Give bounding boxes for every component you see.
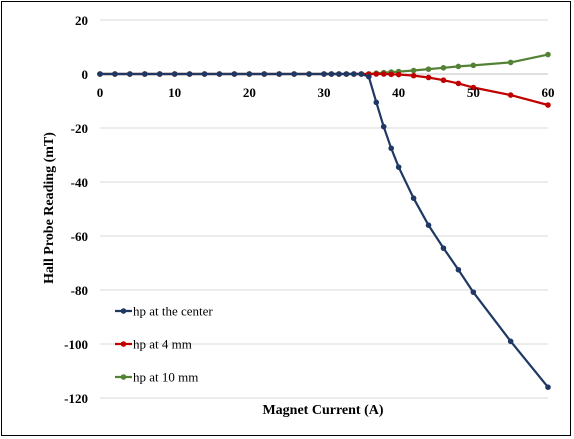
- data-point: [388, 145, 395, 152]
- x-tick-label: 60: [542, 85, 555, 100]
- data-point: [507, 59, 514, 66]
- data-point: [425, 66, 432, 72]
- data-point: [97, 71, 103, 77]
- legend-item: hp at the center: [115, 304, 213, 319]
- data-point: [186, 71, 193, 77]
- data-point: [380, 123, 387, 130]
- y-tick-label: -40: [71, 175, 88, 190]
- data-point: [470, 84, 477, 91]
- data-point: [380, 71, 387, 77]
- data-point: [321, 71, 327, 77]
- data-point: [343, 71, 350, 77]
- x-tick-label: 30: [318, 85, 331, 100]
- data-point: [507, 92, 514, 98]
- data-point: [142, 71, 148, 77]
- data-point: [328, 71, 335, 77]
- data-point: [425, 222, 432, 228]
- legend-label: hp at 10 mm: [133, 370, 198, 385]
- legend-label: hp at the center: [133, 304, 213, 319]
- data-point: [440, 64, 447, 71]
- y-axis-title: Hall Probe Reading (mT): [42, 132, 57, 284]
- x-tick-label: 40: [392, 85, 405, 100]
- data-point: [246, 71, 253, 77]
- legend-swatch-marker: [120, 308, 127, 314]
- x-tick-label: 20: [243, 85, 256, 100]
- data-point: [276, 71, 283, 77]
- y-tick-label: 20: [75, 13, 88, 28]
- data-point: [366, 73, 372, 80]
- legend-item: hp at 10 mm: [115, 370, 198, 385]
- data-point: [291, 71, 297, 77]
- y-tick-label: -60: [71, 229, 88, 244]
- legend-swatch-marker: [120, 374, 127, 380]
- data-point: [440, 77, 447, 84]
- data-point: [373, 99, 380, 106]
- data-point: [171, 71, 178, 77]
- data-point: [388, 71, 395, 78]
- data-point: [231, 71, 238, 77]
- y-tick-label: -100: [64, 337, 88, 352]
- data-point: [425, 74, 432, 81]
- x-axis-title: Magnet Current (A): [262, 403, 383, 418]
- y-tick-labels: 20 0 -20 -40 -60 -80 -100 -120: [64, 13, 88, 406]
- y-tick-label: 0: [82, 67, 89, 82]
- legend-item: hp at 4 mm: [115, 337, 192, 352]
- legend: hp at the center hp at 4 mm hp at 10 mm: [115, 304, 213, 385]
- data-point: [395, 164, 402, 170]
- data-point: [440, 245, 447, 251]
- y-tick-label: -120: [64, 391, 88, 406]
- data-point: [201, 71, 208, 77]
- data-point: [156, 71, 163, 77]
- data-point: [410, 195, 417, 201]
- data-point: [410, 67, 417, 74]
- series-0: [97, 71, 551, 391]
- series-line: [100, 53, 549, 76]
- chart-series: [97, 51, 551, 391]
- legend-label: hp at 4 mm: [133, 337, 192, 352]
- data-point: [470, 289, 477, 295]
- data-point: [395, 71, 402, 78]
- x-tick-label: 0: [97, 85, 104, 100]
- data-point: [261, 71, 268, 77]
- data-point: [455, 266, 462, 273]
- data-point: [455, 63, 462, 70]
- data-point: [507, 338, 514, 345]
- y-tick-label: -80: [71, 283, 88, 298]
- data-point: [470, 62, 477, 69]
- data-point: [455, 80, 462, 87]
- x-tick-label: 50: [467, 85, 480, 100]
- data-point: [545, 51, 551, 58]
- data-point: [410, 72, 417, 79]
- data-point: [545, 102, 551, 108]
- data-point: [216, 71, 223, 77]
- y-tick-label: -20: [71, 121, 88, 136]
- legend-swatch-marker: [120, 341, 127, 347]
- data-point: [127, 71, 133, 77]
- data-point: [112, 71, 118, 77]
- data-point: [336, 71, 342, 77]
- x-tick-label: 10: [168, 85, 181, 100]
- data-point: [373, 71, 380, 77]
- data-point: [306, 71, 312, 77]
- data-point: [351, 71, 357, 77]
- data-point: [358, 71, 365, 77]
- x-tick-labels: 0 10 20 30 40 50 60: [97, 85, 555, 100]
- data-point: [545, 384, 551, 391]
